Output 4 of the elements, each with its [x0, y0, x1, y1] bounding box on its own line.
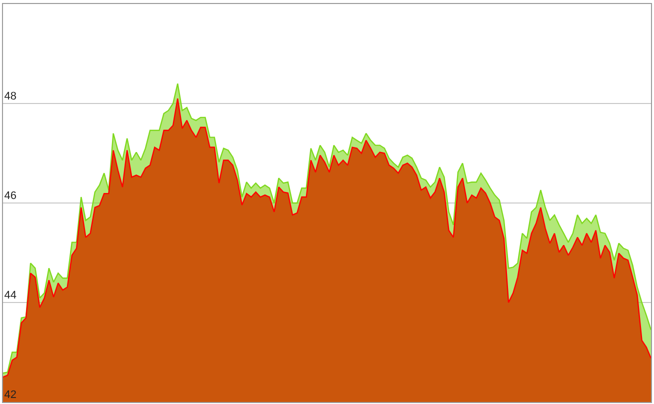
- y-tick-label: 44: [4, 290, 17, 302]
- y-tick-label: 48: [4, 90, 17, 103]
- y-tick-label: 42: [4, 389, 17, 402]
- y-tick-label: 46: [4, 190, 17, 202]
